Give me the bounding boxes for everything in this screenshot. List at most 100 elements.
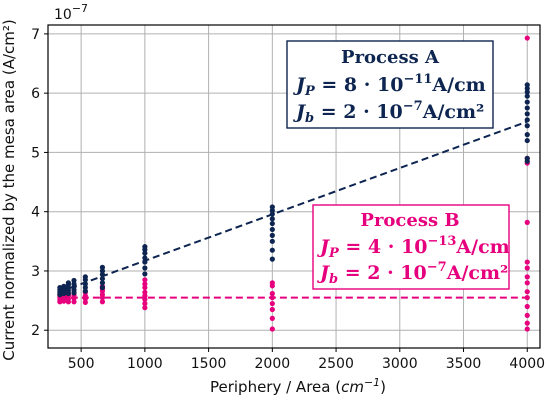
process-b-point — [269, 315, 275, 321]
process-b-point — [269, 326, 275, 332]
process-b-title: Process B — [360, 210, 459, 231]
process-a-point — [524, 123, 530, 129]
x-tick-label: 2500 — [318, 356, 354, 372]
process-a-point — [82, 274, 88, 280]
process-a-point — [99, 280, 106, 286]
process-a-point — [524, 93, 530, 99]
process-a-point — [269, 207, 275, 214]
process-a-fit-line — [59, 120, 528, 293]
process-a-point — [99, 271, 106, 278]
y-tick-label: 6 — [31, 86, 40, 102]
process-b-point — [524, 265, 530, 271]
y-tick-label: 4 — [31, 205, 40, 221]
process-a-point — [142, 271, 148, 277]
process-a-point — [524, 85, 530, 92]
process-a-point — [269, 238, 275, 244]
process-b-point — [269, 280, 275, 286]
process-b-point — [524, 35, 530, 41]
process-b-point — [524, 259, 530, 265]
process-b-point — [142, 305, 148, 311]
process-a-point — [524, 155, 530, 161]
process-a-point — [71, 277, 77, 284]
y-tick-label: 7 — [31, 27, 40, 43]
process-b-point — [524, 289, 530, 295]
process-a-jb: Jb = 2 · 10−7A/cm² — [293, 99, 484, 126]
process-a-point — [524, 99, 530, 105]
process-b-point — [269, 295, 275, 301]
process-b-point — [269, 300, 275, 307]
process-a-point — [524, 105, 530, 111]
x-tick-label: 3000 — [382, 356, 418, 372]
process-b-point — [99, 299, 106, 305]
process-a-point — [82, 281, 88, 287]
process-a-point — [524, 111, 530, 117]
process-a-point — [142, 259, 148, 265]
x-tick-label: 4000 — [509, 356, 545, 372]
process-b-jp: JP = 4 · 10−13A/cm — [317, 234, 510, 261]
x-tick-label: 1000 — [127, 356, 163, 372]
y-multiplier: 10−7 — [54, 2, 88, 23]
y-tick-label: 3 — [31, 264, 40, 280]
process-b-point — [524, 303, 530, 310]
process-a-point — [99, 268, 106, 274]
process-a-point — [82, 288, 88, 294]
data-points — [57, 35, 530, 332]
process-b-point — [524, 320, 530, 326]
x-tick-label: 2000 — [255, 356, 291, 372]
process-a-point — [524, 82, 530, 88]
process-b-point — [82, 299, 88, 305]
process-a-point — [269, 232, 275, 238]
process-a-point — [524, 117, 530, 123]
process-a-point — [269, 256, 275, 262]
x-tick-label: 1500 — [191, 356, 227, 372]
plot-frame — [47, 24, 541, 349]
process-b-point — [99, 292, 106, 298]
process-a-point — [524, 137, 530, 144]
process-a-point — [269, 247, 275, 253]
process-b-point — [524, 295, 530, 301]
process-a-point — [269, 216, 275, 222]
process-b-point — [142, 281, 148, 287]
process-a-annotation: Process A JP = 8 · 10−11A/cm Jb = 2 · 10… — [286, 40, 494, 129]
process-a-point — [99, 276, 106, 282]
fit-lines — [59, 120, 528, 299]
process-b-point — [524, 280, 530, 286]
process-b-point — [269, 306, 275, 313]
process-b-point — [524, 219, 530, 225]
process-a-point — [142, 250, 148, 256]
process-a-point — [524, 89, 530, 95]
process-b-point — [142, 296, 148, 303]
process-b-point — [524, 312, 530, 319]
process-a-point — [142, 244, 148, 250]
process-a-point — [71, 281, 77, 287]
process-a-title: Process A — [341, 47, 440, 68]
process-a-point — [82, 284, 88, 291]
process-a-point — [269, 226, 275, 233]
process-a-point — [99, 284, 106, 291]
process-a-point — [142, 265, 148, 271]
process-a-point — [61, 283, 67, 289]
process-b-point — [524, 326, 530, 332]
process-a-jp: JP = 8 · 10−11A/cm — [293, 72, 486, 99]
x-tick-label: 500 — [68, 356, 95, 372]
y-tick-label: 5 — [31, 145, 40, 161]
process-b-point — [269, 290, 275, 297]
process-a-point — [269, 211, 275, 217]
process-b-point — [142, 284, 148, 291]
process-a-point — [65, 280, 71, 286]
process-b-point — [71, 299, 77, 305]
process-a-point — [269, 220, 275, 227]
x-axis-label: Periphery / Area (cm−1) — [210, 376, 386, 396]
process-a-point — [99, 264, 106, 270]
x-tick-label: 3500 — [446, 356, 482, 372]
process-a-point — [57, 284, 63, 291]
process-b-point — [142, 293, 148, 299]
y-tick-label: 2 — [31, 323, 40, 339]
process-b-jb: Jb = 2 · 10−7A/cm² — [317, 260, 508, 287]
process-a-point — [142, 255, 148, 261]
process-b-point — [142, 300, 148, 307]
process-a-point — [269, 204, 275, 210]
process-b-annotation: Process B JP = 4 · 10−13A/cm Jb = 2 · 10… — [312, 204, 510, 290]
process-b-point — [524, 274, 530, 280]
